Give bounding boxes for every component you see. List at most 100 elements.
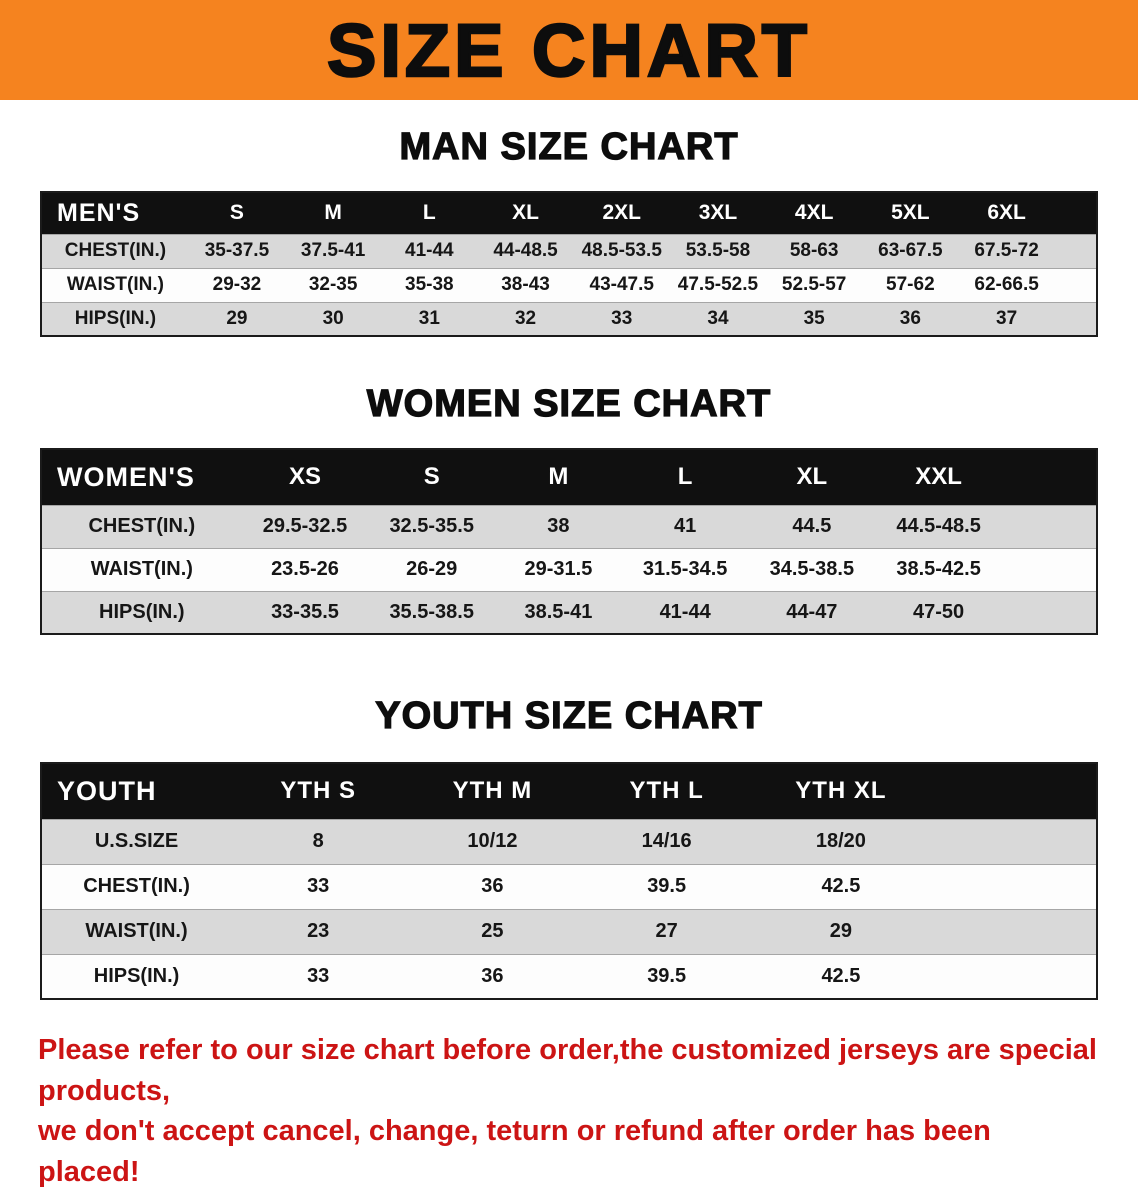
row-filler-cell — [1054, 233, 1097, 269]
measurement-value-cell: 26-29 — [368, 547, 496, 592]
measurement-value-cell: 33 — [573, 301, 670, 337]
measurement-value-cell: 29 — [188, 301, 286, 337]
measurement-value-cell: 67.5-72 — [958, 233, 1055, 269]
size-table-header-row: WOMEN'S XS S M L XL XXL — [41, 449, 1097, 505]
measurement-value-cell: 36 — [405, 953, 580, 1000]
measurement-value-cell: 29 — [753, 908, 929, 955]
header-filler-cell — [928, 763, 1097, 819]
youth-size-table: YOUTH YTH S YTH M YTH L YTH XL U.S.SIZE 8 10/12… — [40, 762, 1098, 1000]
measurement-label-cell: U.S.SIZE — [41, 818, 232, 865]
size-header-cell: 3XL — [669, 192, 767, 234]
women-size-chart-heading: WOMEN SIZE CHART — [366, 382, 772, 425]
measurement-value-cell: 47.5-52.5 — [669, 267, 767, 303]
measurement-value-cell: 42.5 — [753, 863, 929, 910]
women-size-chart-section: WOMEN SIZE CHART WOMEN'S XS S M L XL XXL CHEST(… — [0, 382, 1138, 635]
size-header-cell: 2XL — [573, 192, 670, 234]
header-filler-cell — [1001, 449, 1097, 505]
measurement-value-cell: 35-38 — [381, 267, 478, 303]
measurement-value-cell: 8 — [231, 818, 406, 865]
header-filler-cell — [1054, 192, 1097, 234]
measurement-row: CHEST(IN.) 29.5-32.5 32.5-35.5 38 41 44.5 44.5… — [41, 504, 1097, 549]
disclaimer-line-1: Please refer to our size chart before or… — [38, 1034, 1097, 1107]
measurement-value-cell: 34.5-38.5 — [748, 547, 876, 592]
measurement-value-cell: 10/12 — [405, 818, 580, 865]
measurement-value-cell: 33 — [231, 863, 406, 910]
measurement-label-cell: WAIST(IN.) — [41, 267, 189, 303]
size-header-cell: XL — [748, 449, 876, 505]
measurement-value-cell: 23 — [231, 908, 406, 955]
size-header-cell: XS — [241, 449, 369, 505]
measurement-value-cell: 38.5-41 — [495, 590, 622, 635]
measurement-value-cell: 23.5-26 — [241, 547, 369, 592]
size-chart-banner: SIZE CHART — [0, 0, 1138, 100]
measurement-value-cell: 35.5-38.5 — [368, 590, 496, 635]
table-title-cell: YOUTH — [41, 763, 232, 819]
measurement-value-cell: 39.5 — [579, 953, 754, 1000]
size-table-header-row: MEN'S S M L XL 2XL 3XL 4XL 5XL 6XL — [41, 192, 1097, 234]
measurement-value-cell: 32 — [477, 301, 574, 337]
measurement-value-cell: 32.5-35.5 — [368, 504, 496, 549]
measurement-value-cell: 41-44 — [381, 233, 478, 269]
measurement-value-cell: 44.5 — [748, 504, 876, 549]
row-filler-cell — [928, 818, 1097, 865]
mens-size-table: MEN'S S M L XL 2XL 3XL 4XL 5XL 6XL CHEST(IN.) 35-37… — [40, 191, 1098, 337]
measurement-row: HIPS(IN.) 29 30 31 32 33 34 35 36 37 — [41, 301, 1097, 337]
size-header-cell: YTH M — [405, 763, 580, 819]
size-header-cell: YTH XL — [753, 763, 929, 819]
measurement-value-cell: 37.5-41 — [285, 233, 382, 269]
man-size-chart-heading: MAN SIZE CHART — [399, 125, 739, 168]
measurement-label-cell: CHEST(IN.) — [41, 504, 242, 549]
disclaimer: Please refer to our size chart before or… — [38, 1030, 1100, 1192]
measurement-label-cell: HIPS(IN.) — [41, 953, 232, 1000]
row-filler-cell — [1001, 504, 1097, 549]
size-header-cell: M — [285, 192, 382, 234]
youth-size-chart-section: YOUTH SIZE CHART YOUTH YTH S YTH M YTH L YTH… — [0, 694, 1138, 1000]
measurement-value-cell: 30 — [285, 301, 382, 337]
measurement-value-cell: 52.5-57 — [766, 267, 863, 303]
measurement-value-cell: 44.5-48.5 — [875, 504, 1002, 549]
measurement-row: CHEST(IN.) 33 36 39.5 42.5 — [41, 863, 1097, 910]
measurement-value-cell: 44-47 — [748, 590, 876, 635]
measurement-row: HIPS(IN.) 33-35.5 35.5-38.5 38.5-41 41-44 44-… — [41, 590, 1097, 635]
measurement-label-cell: HIPS(IN.) — [41, 590, 242, 635]
size-header-cell: S — [368, 449, 496, 505]
size-header-cell: 5XL — [862, 192, 959, 234]
measurement-row: WAIST(IN.) 23.5-26 26-29 29-31.5 31.5-34.5 34… — [41, 547, 1097, 592]
measurement-row: HIPS(IN.) 33 36 39.5 42.5 — [41, 953, 1097, 1000]
measurement-value-cell: 38-43 — [477, 267, 574, 303]
size-header-cell: 6XL — [958, 192, 1055, 234]
measurement-value-cell: 41 — [621, 504, 749, 549]
row-filler-cell — [928, 863, 1097, 910]
size-header-cell: XXL — [875, 449, 1002, 505]
measurement-row: WAIST(IN.) 23 25 27 29 — [41, 908, 1097, 955]
measurement-row: U.S.SIZE 8 10/12 14/16 18/20 — [41, 818, 1097, 865]
measurement-value-cell: 47-50 — [875, 590, 1002, 635]
measurement-value-cell: 29-31.5 — [495, 547, 622, 592]
womens-size-table: WOMEN'S XS S M L XL XXL CHEST(IN.) 29.5-32.5 32.5… — [40, 448, 1098, 635]
measurement-label-cell: WAIST(IN.) — [41, 908, 232, 955]
measurement-value-cell: 35-37.5 — [188, 233, 286, 269]
size-table: WOMEN'S XS S M L XL XXL CHEST(IN.) 29.5-32.5 32.5… — [40, 448, 1098, 635]
measurement-value-cell: 44-48.5 — [477, 233, 574, 269]
measurement-label-cell: CHEST(IN.) — [41, 863, 232, 910]
row-filler-cell — [1054, 267, 1097, 303]
measurement-value-cell: 41-44 — [621, 590, 749, 635]
measurement-value-cell: 57-62 — [862, 267, 959, 303]
size-table: YOUTH YTH S YTH M YTH L YTH XL U.S.SIZE 8 10/12… — [40, 762, 1098, 1000]
measurement-row: CHEST(IN.) 35-37.5 37.5-41 41-44 44-48.5 48.5… — [41, 233, 1097, 269]
measurement-value-cell: 48.5-53.5 — [573, 233, 670, 269]
measurement-row: WAIST(IN.) 29-32 32-35 35-38 38-43 43-47.5 47.… — [41, 267, 1097, 303]
table-title-cell: MEN'S — [41, 192, 189, 234]
measurement-value-cell: 31 — [381, 301, 478, 337]
size-header-cell: 4XL — [766, 192, 863, 234]
banner-title: SIZE CHART — [326, 7, 811, 93]
measurement-value-cell: 32-35 — [285, 267, 382, 303]
measurement-value-cell: 29.5-32.5 — [241, 504, 369, 549]
measurement-value-cell: 14/16 — [579, 818, 754, 865]
row-filler-cell — [928, 908, 1097, 955]
measurement-value-cell: 35 — [766, 301, 863, 337]
measurement-value-cell: 27 — [579, 908, 754, 955]
size-table-header-row: YOUTH YTH S YTH M YTH L YTH XL — [41, 763, 1097, 819]
row-filler-cell — [1001, 547, 1097, 592]
